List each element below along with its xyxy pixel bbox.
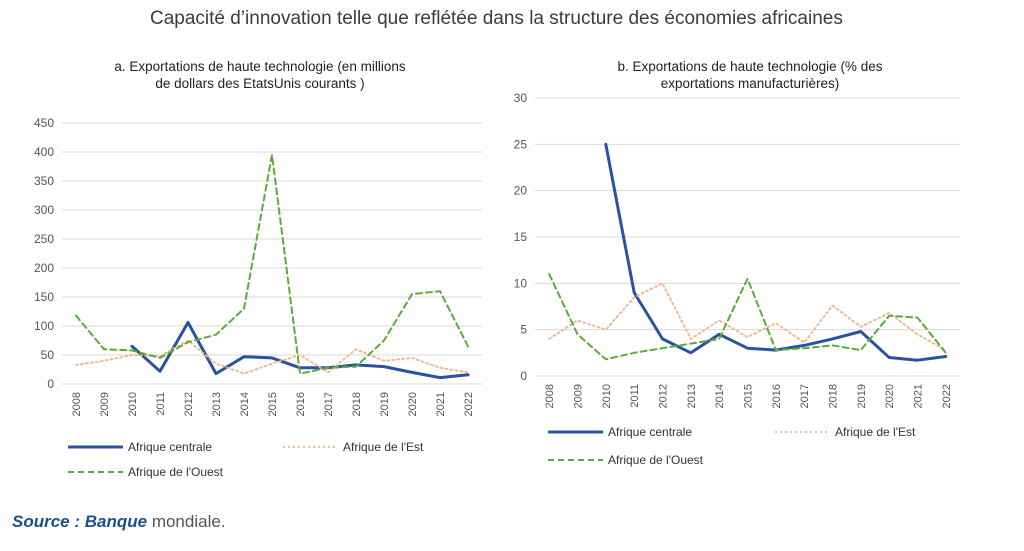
chart-b-y-tick-label: 10 — [514, 276, 528, 290]
chart-a-x-tick-label: 2014 — [239, 392, 251, 416]
chart-b-x-tick-label: 2016 — [771, 384, 783, 408]
chart-b-x-tick-label: 2021 — [913, 384, 925, 408]
source-suffix: mondiale. — [147, 512, 226, 531]
chart-panel-a: a. Exportations de haute technologie (en… — [0, 50, 500, 490]
chart-b-legend-label: Afrique de l'Est — [835, 425, 916, 439]
chart-a-x-tick-label: 2019 — [379, 392, 391, 416]
source-prefix: Source : Banque — [12, 512, 148, 531]
page-title: Capacité d’innovation telle que reflétée… — [150, 8, 843, 29]
chart-b-x-tick-label: 2020 — [884, 384, 896, 408]
chart-a-title: a. Exportations de haute technologie (en… — [30, 58, 490, 92]
chart-a-y-tick-label: 150 — [34, 290, 54, 304]
chart-b-y-tick-label: 0 — [520, 369, 527, 383]
chart-a-x-tick-label: 2013 — [211, 392, 223, 416]
chart-b-x-tick-label: 2011 — [629, 384, 641, 408]
chart-b-y-tick-label: 30 — [514, 91, 528, 105]
chart-a-x-tick-label: 2010 — [127, 392, 139, 416]
chart-b-title: b. Exportations de haute technologie (% … — [530, 58, 970, 92]
chart-a-legend-label: Afrique de l'Ouest — [128, 465, 224, 479]
chart-a-y-tick-label: 250 — [34, 232, 54, 246]
chart-a-y-tick-label: 50 — [41, 348, 55, 362]
chart-b-y-tick-label: 25 — [514, 137, 528, 151]
chart-b-x-tick-label: 2022 — [941, 384, 953, 408]
chart-a-y-tick-label: 0 — [47, 377, 54, 391]
chart-b-x-tick-label: 2017 — [799, 384, 811, 408]
chart-b-x-tick-label: 2014 — [714, 384, 726, 408]
chart-b-svg: 0 5 10 15 20 25 30 2008 2009 2010 2011 2012 2013 2014… — [514, 91, 960, 467]
chart-b-x-tick-label: 2012 — [658, 384, 670, 408]
chart-b-x-tick-label: 2008 — [544, 384, 556, 408]
chart-a-svg: 0 50 100 150 200 250 300 350 400 450 2008 2009 2010 2… — [34, 116, 482, 479]
chart-a-x-tick-label: 2016 — [295, 392, 307, 416]
chart-b-x-tick-label: 2009 — [573, 384, 585, 408]
source-note: Source : Banque mondiale. — [12, 512, 226, 532]
chart-a-series-line — [75, 339, 469, 375]
chart-a-x-tick-label: 2017 — [323, 392, 335, 416]
chart-b-x-tick-label: 2013 — [686, 384, 698, 408]
chart-b-title-line1: b. Exportations de haute technologie (% … — [617, 59, 883, 74]
chart-a-y-tick-label: 350 — [34, 174, 54, 188]
chart-a-x-tick-label: 2020 — [407, 392, 419, 416]
chart-b-legend-label: Afrique de l'Ouest — [608, 453, 704, 467]
chart-b-legend-label: Afrique centrale — [608, 425, 692, 439]
chart-a-x-tick-label: 2009 — [99, 392, 111, 416]
chart-a-y-tick-label: 400 — [34, 145, 54, 159]
chart-b-x-tick-label: 2019 — [856, 384, 868, 408]
chart-a-series-line — [75, 153, 469, 375]
chart-a-x-tick-label: 2008 — [71, 392, 83, 416]
chart-a-x-tick-label: 2021 — [435, 392, 447, 416]
chart-a-title-line1: a. Exportations de haute technologie (en… — [114, 59, 406, 74]
chart-a-legend-label: Afrique de l'Est — [343, 440, 424, 454]
chart-a-x-tick-label: 2022 — [463, 392, 475, 416]
chart-a-x-tick-label: 2012 — [183, 392, 195, 416]
chart-b-y-tick-label: 15 — [514, 230, 528, 244]
chart-a-x-tick-label: 2015 — [267, 392, 279, 416]
chart-b-x-tick-label: 2015 — [743, 384, 755, 408]
chart-b-series-line — [548, 273, 947, 361]
chart-a-title-line2: de dollars des EtatsUnis courants ) — [155, 76, 365, 91]
chart-b-y-tick-label: 20 — [514, 184, 528, 198]
chart-b-series-line — [604, 142, 948, 362]
chart-a-legend-label: Afrique centrale — [128, 440, 212, 454]
chart-panel-b: b. Exportations de haute technologie (% … — [500, 50, 1020, 490]
chart-b-x-tick-label: 2010 — [601, 384, 613, 408]
chart-b-series-line — [548, 282, 947, 351]
chart-b-title-line2: exportations manufacturières) — [660, 76, 840, 91]
chart-a-y-tick-label: 300 — [34, 203, 54, 217]
chart-b-x-tick-label: 2018 — [828, 384, 840, 408]
chart-a-y-tick-label: 200 — [34, 261, 54, 275]
chart-b-y-tick-label: 5 — [520, 323, 527, 337]
chart-a-y-tick-label: 100 — [34, 319, 54, 333]
chart-a-x-tick-label: 2011 — [155, 392, 167, 416]
chart-a-y-tick-label: 450 — [34, 116, 54, 130]
chart-a-x-tick-label: 2018 — [351, 392, 363, 416]
